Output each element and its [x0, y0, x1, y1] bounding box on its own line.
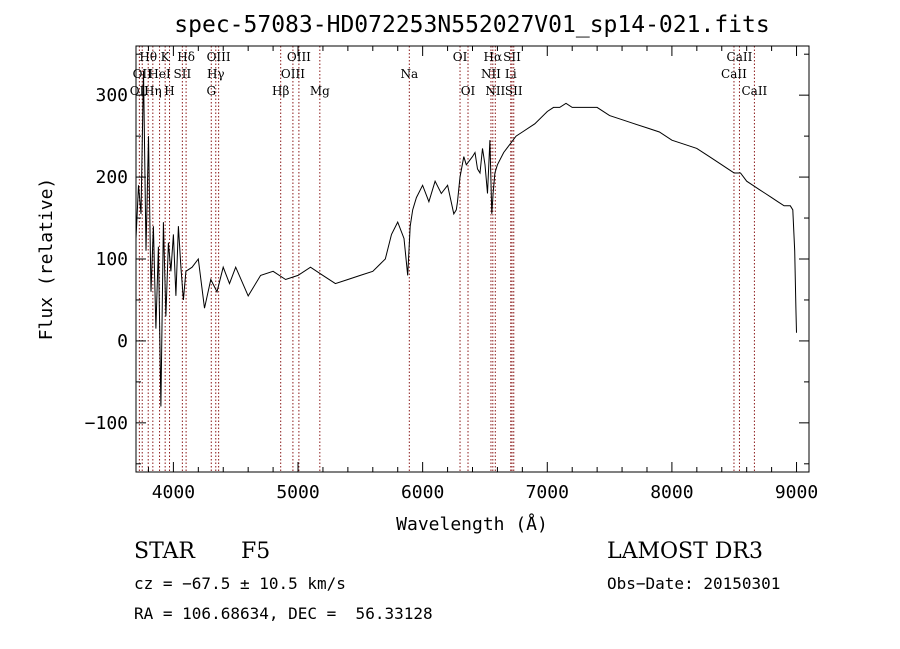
- line-label-1: OII: [133, 67, 153, 81]
- x-tick-label: 4000: [152, 482, 195, 503]
- redshift-value: cz = −67.5 ± 10.5 km/s: [134, 574, 346, 593]
- y-axis-ticks: −100 0 100 200 300: [85, 53, 809, 465]
- y-tick-label: 100: [95, 249, 128, 270]
- survey-name: LAMOST DR3: [607, 539, 763, 564]
- y-axis-label: Flux (relative): [36, 178, 57, 341]
- x-tick-label: 8000: [650, 482, 693, 503]
- line-label-13: OIII: [281, 67, 305, 81]
- line-label-19: NII: [481, 67, 501, 81]
- line-label-5: K: [161, 50, 171, 64]
- line-label-2: Hθ: [139, 50, 157, 64]
- line-label-20: Hα: [484, 50, 503, 64]
- chart-title: spec-57083-HD072253N552027V01_sp14-021.f…: [174, 12, 769, 38]
- spectrum-flux-line: [135, 70, 797, 407]
- line-label-11: OIII: [207, 50, 231, 64]
- y-tick-label: 300: [95, 85, 128, 106]
- line-label-25: CaII: [721, 67, 747, 81]
- line-label-23: SII: [503, 50, 521, 64]
- object-subclass: F5: [241, 539, 271, 564]
- line-label-15: Mg: [310, 84, 330, 98]
- line-label-7: SII: [174, 67, 192, 81]
- line-label-21: NII: [485, 84, 505, 98]
- line-label-14: OIII: [287, 50, 311, 64]
- line-label-3: Hη: [144, 84, 162, 98]
- line-label-18: OI: [461, 84, 476, 98]
- line-label-8: Hδ: [177, 50, 195, 64]
- y-tick-label: −100: [85, 413, 128, 434]
- line-label-0: OII: [130, 84, 150, 98]
- x-axis-label: Wavelength (Å): [396, 513, 548, 535]
- x-tick-label: 5000: [276, 482, 319, 503]
- line-label-27: CaII: [741, 84, 767, 98]
- emission-line-labels: OIIOIIHθHηHeIKHSIIHδGHγOIIIHβOIIIOIIIMgN…: [130, 50, 768, 98]
- line-label-9: G: [206, 84, 216, 98]
- line-label-17: OI: [453, 50, 468, 64]
- line-label-26: CaII: [727, 50, 753, 64]
- observation-date: Obs−Date: 20150301: [607, 574, 781, 593]
- x-tick-label: 6000: [401, 482, 444, 503]
- object-class: STAR: [134, 539, 195, 564]
- line-label-16: Na: [400, 67, 418, 81]
- y-tick-label: 200: [95, 167, 128, 188]
- sky-coordinates: RA = 106.68634, DEC = 56.33128: [134, 604, 433, 623]
- line-label-12: Hβ: [272, 84, 289, 98]
- line-label-22: Li: [505, 67, 517, 81]
- y-tick-label: 0: [117, 331, 128, 352]
- line-label-6: H: [164, 84, 174, 98]
- line-label-4: HeI: [148, 67, 171, 81]
- x-tick-label: 9000: [775, 482, 818, 503]
- emission-line-markers: [138, 46, 755, 472]
- x-axis-ticks: 4000 5000 6000 7000 8000 9000: [147, 46, 818, 503]
- line-label-24: SII: [505, 84, 523, 98]
- line-label-10: Hγ: [207, 67, 225, 81]
- plot-frame: [135, 45, 810, 473]
- x-tick-label: 7000: [526, 482, 569, 503]
